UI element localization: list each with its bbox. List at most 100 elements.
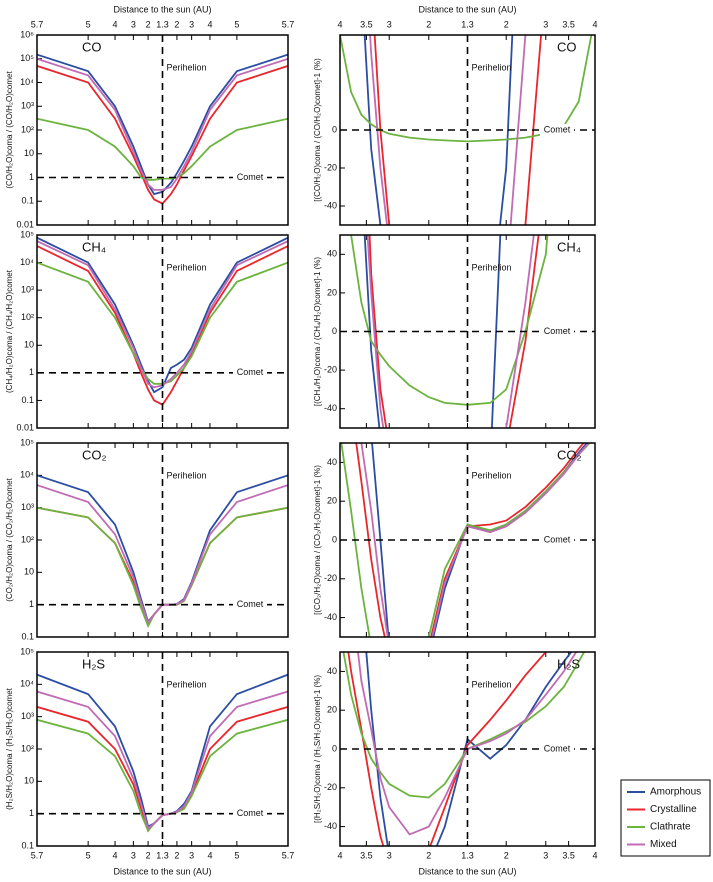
y-tick-label: 0 <box>332 326 337 336</box>
panel-label: H₂S <box>82 656 105 671</box>
series-line <box>37 690 288 830</box>
comet-label-bg <box>233 807 267 820</box>
y-tick-label: 20 <box>327 705 337 715</box>
x-tick-label: 4 <box>337 19 342 29</box>
y-tick-label: 0 <box>332 534 337 544</box>
comet-label: Comet <box>237 367 264 377</box>
y-tick-label: 10³ <box>21 711 34 721</box>
perihelion-label: Perihelion <box>167 262 207 272</box>
x-tick-label: 2 <box>426 850 431 860</box>
x-tick-label: 2 <box>174 850 179 860</box>
y-axis-title: (CH₄/H₂O)coma / (CH₄/H₂O)comet <box>5 269 14 393</box>
comet-label-bg <box>540 325 574 338</box>
panel-label: CH₄ <box>557 239 581 254</box>
series-line <box>37 57 288 191</box>
x-tick-label: 3 <box>131 850 136 860</box>
series-line <box>37 236 288 394</box>
x-tick-label: 3.5 <box>562 19 575 29</box>
plot-frame <box>36 442 289 638</box>
y-tick-label: -20 <box>324 162 337 172</box>
y-axis-title: [(CH₄/H₂O)coma / (CH₄/H₂O)comet]-1 (%) <box>313 257 322 407</box>
panel-label: CO₂ <box>82 447 107 462</box>
series-line <box>355 443 585 637</box>
x-tick-label: 3 <box>189 850 194 860</box>
x-tick-label: 1.3 <box>461 850 474 860</box>
x-tick-label: 3 <box>131 19 136 29</box>
series-group <box>350 235 549 428</box>
y-tick-label: 40 <box>327 249 337 259</box>
x-tick-label: 4 <box>337 850 342 860</box>
y-axis-title: [(CO₂/H₂O)coma / (CO₂/H₂O)comet]-1 (%) <box>313 465 322 615</box>
x-tick-label: 5.7 <box>282 19 295 29</box>
y-tick-label: 10⁴ <box>20 77 34 87</box>
y-tick-label: 10⁵ <box>20 646 34 656</box>
y-tick-label: 40 <box>327 457 337 467</box>
series-line <box>350 235 549 406</box>
series-line <box>347 652 548 846</box>
y-tick-label: 40 <box>327 666 337 676</box>
x-tick-label: 4 <box>207 19 212 29</box>
series-line <box>342 652 586 799</box>
comet-label: Comet <box>544 124 571 134</box>
x-tick-label: 5.7 <box>282 850 295 860</box>
x-tick-label: 4 <box>113 850 118 860</box>
y-tick-label: -40 <box>324 200 337 210</box>
y-tick-label: -40 <box>324 403 337 413</box>
y-tick-label: 10 <box>24 148 34 158</box>
x-tick-label: 4 <box>592 850 597 860</box>
series-line <box>365 652 573 846</box>
x-tick-label: 2 <box>146 19 151 29</box>
y-tick-label: 1 <box>29 599 34 609</box>
x-tick-label: 1.3 <box>156 850 169 860</box>
plot-frame <box>339 651 596 847</box>
y-tick-label: 1 <box>29 808 34 818</box>
plot-frame <box>339 34 596 226</box>
y-tick-label: 10⁵ <box>20 53 34 63</box>
y-tick-label: 10³ <box>21 502 34 512</box>
y-tick-label: 0 <box>332 743 337 753</box>
legend-label: Crystalline <box>650 804 697 815</box>
y-tick-label: 0.1 <box>21 395 34 405</box>
series-line <box>37 117 288 181</box>
x-tick-label: 4 <box>207 850 212 860</box>
comet-label: Comet <box>544 326 571 336</box>
x-tick-label: 3 <box>387 850 392 860</box>
x-axis-title: Distance to the sun (AU) <box>418 4 516 14</box>
perihelion-label: Perihelion <box>167 62 207 72</box>
perihelion-label: Perihelion <box>167 470 207 480</box>
comet-label-bg <box>540 743 574 755</box>
y-tick-label: 20 <box>327 496 337 506</box>
x-tick-label: 5 <box>86 19 91 29</box>
y-axis-title: [(CO/H₂O)coma / (CO/H₂O)comet]-1 (%) <box>313 58 322 202</box>
y-tick-label: 10⁴ <box>20 257 34 267</box>
panel: 0.1 1 10 10² 10³ 10⁴ 10⁵ (CO₂/H₂O)coma / (CO₂/H… <box>5 437 289 641</box>
x-tick-label: 5.7 <box>31 850 44 860</box>
x-tick-label: 3 <box>543 19 548 29</box>
series-line <box>357 652 578 836</box>
y-tick-label: 0 <box>332 124 337 134</box>
y-tick-label: 0.1 <box>21 631 34 641</box>
y-tick-label: 20 <box>327 287 337 297</box>
x-tick-label: 5.7 <box>31 19 44 29</box>
y-tick-label: 0.1 <box>21 840 34 850</box>
panel: -40 -20 0 20 40 [(CH₄/H₂O)coma / (CH₄/H₂O)com… <box>313 234 596 429</box>
y-tick-label: 10² <box>21 312 34 322</box>
y-tick-label: 10⁴ <box>20 470 34 480</box>
x-tick-label: 3 <box>189 19 194 29</box>
x-tick-label: 5 <box>86 850 91 860</box>
series-group <box>37 673 288 833</box>
x-axis-title: Distance to the sun (AU) <box>418 866 516 876</box>
x-tick-label: 3 <box>387 19 392 29</box>
y-tick-label: 10² <box>21 534 34 544</box>
x-axis-title: Distance to the sun (AU) <box>113 866 211 876</box>
y-tick-label: 10 <box>24 567 34 577</box>
y-tick-label: 10⁶ <box>20 29 34 39</box>
plot-frame <box>36 234 289 429</box>
x-tick-label: 2 <box>426 19 431 29</box>
y-axis-title: (CO₂/H₂O)coma / (CO₂/H₂O)comet <box>5 477 14 601</box>
x-tick-label: 5 <box>234 850 239 860</box>
x-tick-label: 2 <box>146 850 151 860</box>
y-tick-label: 10³ <box>21 101 34 111</box>
